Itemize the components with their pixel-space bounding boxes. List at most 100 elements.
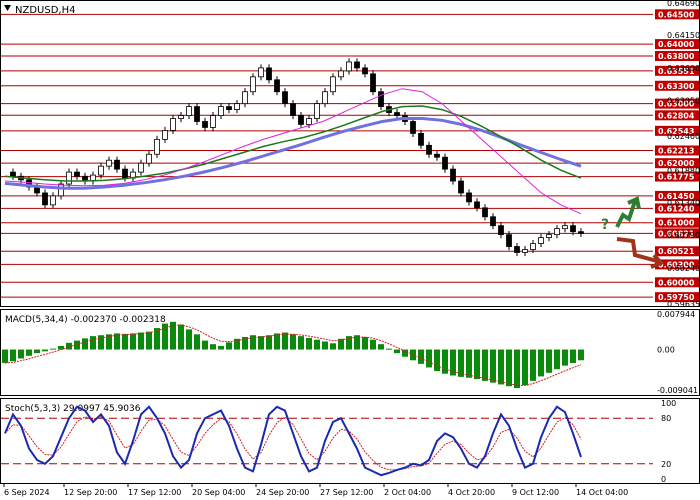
candle-body xyxy=(170,118,176,131)
level-label: 0.62804 xyxy=(658,111,695,120)
candle-body xyxy=(178,115,184,119)
macd-bar xyxy=(538,349,544,377)
price-chart[interactable]: NZDUSD,H4 0.645000.640000.638000.635510.… xyxy=(1,1,699,306)
arrow-down-icon xyxy=(616,237,658,263)
time-tick-label: 27 Sep 12:00 xyxy=(320,488,373,497)
time-tick-label: 2 Oct 04:00 xyxy=(384,488,431,497)
level-box xyxy=(655,80,699,91)
level-label: 0.63800 xyxy=(658,52,695,61)
forecast-arrows: ? xyxy=(601,196,665,269)
candle-body xyxy=(106,159,112,167)
macd-bar xyxy=(34,349,40,354)
time-tick-label: 24 Sep 20:00 xyxy=(256,488,309,497)
time-tick-label: 14 Oct 04:00 xyxy=(576,488,628,497)
level-label: 0.60300 xyxy=(658,260,695,269)
macd-panel[interactable]: MACD(5,34,4) -0.002370 -0.002318 0.007944… xyxy=(0,309,700,396)
macd-bar xyxy=(386,348,392,350)
collapse-triangle-icon[interactable] xyxy=(4,5,11,11)
candle-body xyxy=(154,138,160,155)
macd-bar xyxy=(330,343,336,350)
macd-bar xyxy=(282,332,288,350)
candle-body xyxy=(114,159,120,170)
level-box xyxy=(655,145,699,156)
arrow-down-head-icon xyxy=(650,253,665,269)
candle-body xyxy=(210,115,216,128)
ma-fast-line xyxy=(4,88,582,215)
time-tick-label: 20 Sep 04:00 xyxy=(192,488,245,497)
candle-body xyxy=(258,67,264,78)
time-tick-label: 17 Sep 12:00 xyxy=(128,488,181,497)
ma-slow-line xyxy=(4,117,582,190)
macd-bar xyxy=(514,349,520,389)
candle-body xyxy=(66,171,72,185)
candle-body xyxy=(442,156,448,170)
macd-bar xyxy=(82,338,88,350)
macd-bar xyxy=(74,340,80,350)
level-box xyxy=(655,203,699,214)
macd-bar xyxy=(394,349,400,354)
macd-bar xyxy=(202,340,208,350)
macd-bar xyxy=(10,349,16,362)
candle-body xyxy=(266,67,272,81)
level-label: 0.63000 xyxy=(658,100,695,109)
price-tick-label: 0.62460 xyxy=(667,132,699,141)
candle-body xyxy=(202,121,208,128)
candle-body xyxy=(554,228,560,236)
price-axis: 0.64690 0.64150 0.63600 0.63050 0.62460 0.618… xyxy=(667,1,699,306)
candle-body xyxy=(322,91,328,105)
level-box xyxy=(655,65,699,76)
price-tick-label: 0.64690 xyxy=(667,1,699,8)
level-box xyxy=(655,277,699,288)
macd-bar xyxy=(50,348,56,350)
macd-bar xyxy=(402,349,408,357)
macd-bar xyxy=(458,349,464,377)
macd-bar xyxy=(450,349,456,376)
candle-body xyxy=(226,106,232,110)
level-box xyxy=(655,171,699,182)
candle-body xyxy=(434,153,440,158)
macd-bar xyxy=(490,349,496,383)
macd-bar xyxy=(122,333,128,350)
stoch-chart[interactable]: Stoch(5,3,3) 29.0997 45.9036 100 80 20 0 xyxy=(1,399,699,483)
candle-body xyxy=(514,246,520,253)
candle-body xyxy=(562,225,568,230)
ma-mid-line xyxy=(4,105,582,182)
candle-body xyxy=(274,79,280,93)
candle-body xyxy=(242,91,248,105)
stoch-panel[interactable]: Stoch(5,3,3) 29.0997 45.9036 100 80 20 0 xyxy=(0,398,700,484)
level-label: 0.62213 xyxy=(658,146,694,155)
macd-chart[interactable]: MACD(5,34,4) -0.002370 -0.002318 0.007944… xyxy=(1,310,699,395)
price-tick-label: 0.64150 xyxy=(667,31,699,40)
time-tick-label: 4 Oct 20:00 xyxy=(448,488,495,497)
candle-body xyxy=(530,243,536,250)
level-label: 0.61240 xyxy=(658,204,695,213)
arrow-up-head-icon xyxy=(627,196,641,210)
candle-body xyxy=(338,70,344,78)
macd-bar xyxy=(194,334,200,350)
level-label: 0.61000 xyxy=(658,219,695,228)
level-box xyxy=(655,110,699,121)
macd-bar xyxy=(242,337,248,350)
macd-bar xyxy=(18,349,24,359)
candle-body xyxy=(522,249,528,253)
stoch-tick-label: 0 xyxy=(661,475,666,483)
macd-bar xyxy=(170,321,176,350)
candles xyxy=(10,58,584,257)
level-box xyxy=(655,39,699,50)
candle-body xyxy=(306,118,312,125)
macd-bar xyxy=(114,333,120,350)
price-panel[interactable]: NZDUSD,H4 0.64500 0.64000 0.63800 0.63551 0.… xyxy=(0,0,700,307)
candle-body xyxy=(474,201,480,209)
candle-body xyxy=(394,112,400,116)
macd-bar xyxy=(258,336,264,350)
macd-bar xyxy=(498,349,504,385)
level-label: 0.60821 xyxy=(658,229,695,238)
candle-body xyxy=(194,106,200,122)
macd-bar xyxy=(186,329,192,350)
candle-body xyxy=(314,103,320,119)
macd-bar xyxy=(314,339,320,350)
candle-body xyxy=(282,91,288,105)
macd-bar xyxy=(162,323,168,350)
macd-bar xyxy=(274,333,280,350)
candle-body xyxy=(490,216,496,227)
